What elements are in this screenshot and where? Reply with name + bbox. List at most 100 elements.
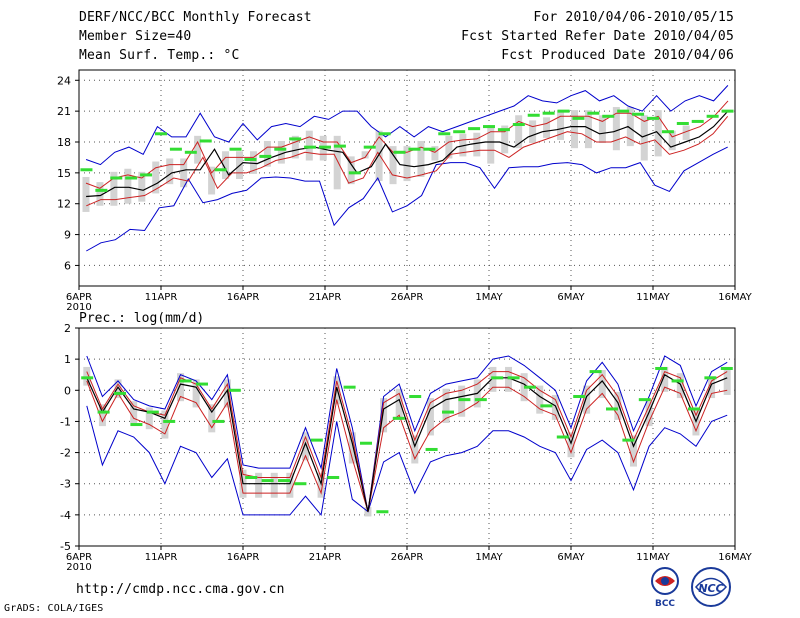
source-url[interactable]: http://cmdp.ncc.cma.gov.cn xyxy=(76,582,285,597)
ensemble-box xyxy=(263,140,271,167)
series-upper-line xyxy=(86,370,728,512)
x-tick-label: 6APR xyxy=(66,552,92,563)
refer-date: Fcst Started Refer Date 2010/04/05 xyxy=(461,29,734,44)
x-tick-label: 11MAY xyxy=(636,552,670,563)
x-tick-label: 1MAY xyxy=(475,292,503,303)
ensemble-box xyxy=(166,158,174,185)
median-marker xyxy=(587,111,600,115)
ensemble-box xyxy=(708,376,716,399)
x-tick-label: 6MAY xyxy=(557,552,585,563)
median-marker xyxy=(261,479,274,483)
median-marker xyxy=(80,168,93,172)
median-marker xyxy=(606,407,618,411)
ensemble-box xyxy=(501,125,509,154)
x-tick-label: 6APR xyxy=(66,292,92,303)
ensemble-box xyxy=(130,401,138,423)
median-marker xyxy=(327,475,340,479)
ensemble-box xyxy=(570,110,578,149)
series-min-line xyxy=(86,146,728,252)
series-min-line xyxy=(86,405,728,517)
ensemble-box xyxy=(403,146,411,182)
median-marker xyxy=(184,150,197,154)
ensemble-box xyxy=(124,168,132,204)
median-marker xyxy=(408,147,421,151)
ensemble-box xyxy=(529,120,537,144)
y-tick-label: -3 xyxy=(60,478,71,491)
median-marker xyxy=(507,376,520,380)
x-tick-label: 16MAY xyxy=(718,292,752,303)
chart-title: DERF/NCC/BCC Monthly Forecast xyxy=(79,10,312,25)
median-marker xyxy=(542,111,555,115)
median-marker xyxy=(97,410,110,414)
ensemble-box xyxy=(473,132,481,157)
y-tick-label: 2 xyxy=(64,322,71,335)
median-marker xyxy=(245,475,258,479)
median-marker xyxy=(474,398,487,402)
x-tick-label: 6MAY xyxy=(557,292,585,303)
y-tick-label: -1 xyxy=(60,415,71,428)
ensemble-box xyxy=(431,146,439,161)
ensemble-box xyxy=(82,176,90,212)
median-marker xyxy=(638,398,651,402)
median-marker xyxy=(442,410,454,414)
ensemble-box xyxy=(249,151,257,174)
ensemble-box xyxy=(361,151,369,159)
member-size: Member Size=40 xyxy=(79,29,192,44)
median-marker xyxy=(602,114,615,118)
ensemble-box xyxy=(583,385,591,414)
median-marker xyxy=(661,130,674,134)
median-marker xyxy=(512,123,525,127)
median-marker xyxy=(146,410,159,414)
x-tick-year: 2010 xyxy=(66,562,91,573)
median-marker xyxy=(392,416,405,420)
y-tick-label: 0 xyxy=(64,384,71,397)
median-marker xyxy=(196,382,208,386)
ensemble-box xyxy=(277,140,285,164)
median-marker xyxy=(453,130,466,134)
y-tick-label: -4 xyxy=(60,509,71,522)
ensemble-box xyxy=(333,135,341,190)
ensemble-box xyxy=(194,135,202,164)
ensemble-box xyxy=(291,135,299,159)
ensemble-box xyxy=(180,158,188,188)
median-marker xyxy=(140,173,153,177)
ensemble-box xyxy=(692,410,700,436)
median-marker xyxy=(497,128,510,132)
median-marker xyxy=(259,154,272,158)
median-marker xyxy=(110,176,123,180)
median-marker xyxy=(573,395,586,399)
median-marker xyxy=(289,137,302,141)
ensemble-box xyxy=(426,398,434,436)
bcc-logo-text: BCC xyxy=(655,599,675,608)
ensemble-box xyxy=(380,398,388,433)
median-marker xyxy=(556,435,569,439)
y-tick-label: 6 xyxy=(64,259,71,272)
median-marker xyxy=(310,438,323,442)
ensemble-box xyxy=(110,171,118,206)
ncc-logo-globe xyxy=(694,577,728,597)
median-marker xyxy=(617,109,630,113)
bcc-logo-dot xyxy=(661,577,669,585)
ncc-logo-ring xyxy=(691,567,731,607)
median-marker xyxy=(647,116,659,120)
ensemble-box xyxy=(161,410,169,439)
ensemble-box xyxy=(208,404,216,433)
median-marker xyxy=(229,147,242,151)
ensemble-box xyxy=(645,401,653,427)
ensemble-box xyxy=(629,435,637,467)
ensemble-box xyxy=(301,432,309,461)
median-marker xyxy=(721,109,734,113)
ensemble-box xyxy=(598,115,606,144)
ensemble-box xyxy=(348,432,356,464)
median-marker xyxy=(343,385,356,389)
median-marker xyxy=(294,482,307,486)
median-marker xyxy=(438,132,451,136)
ensemble-box xyxy=(138,171,146,202)
ensemble-box xyxy=(445,135,453,159)
median-marker xyxy=(676,121,689,125)
ensemble-box xyxy=(375,130,383,182)
series-mean-line xyxy=(86,110,729,198)
y-tick-label: 9 xyxy=(64,229,71,242)
ensemble-box xyxy=(515,115,523,149)
